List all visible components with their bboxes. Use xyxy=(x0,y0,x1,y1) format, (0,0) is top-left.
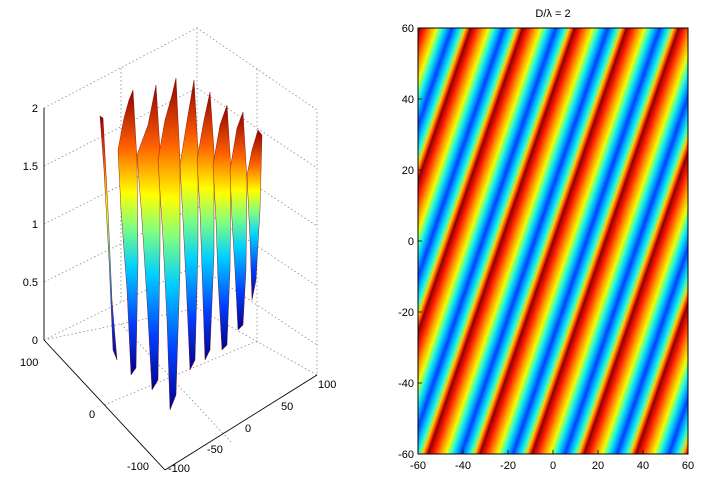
y-tick-label: 60 xyxy=(402,23,414,35)
y-tick-label: 20 xyxy=(402,165,414,177)
y-tick-label: -100 xyxy=(127,461,149,473)
z-ticks: 0 0.5 1 1.5 2 xyxy=(23,103,38,347)
x-tick-label: 100 xyxy=(318,379,336,391)
x-tick-label: -40 xyxy=(455,460,471,472)
surface-plot-3d: 0 0.5 1 1.5 2 100 0 -100 -100 -50 0 50 1… xyxy=(20,27,336,475)
x-ticks: -100 -50 0 50 100 xyxy=(168,379,336,475)
y-tick-label: 40 xyxy=(402,94,414,106)
x-tick-label: 0 xyxy=(550,460,556,472)
x-tick-label: 60 xyxy=(682,460,694,472)
x-tick-label: -60 xyxy=(410,460,426,472)
y-tick-label: -60 xyxy=(398,449,414,461)
surface xyxy=(99,77,263,411)
heatmap-plot: D/λ = 2 -60 -40 -20 0 20 40 60 6040200-20-40-6… xyxy=(398,8,694,472)
heatmap-fringes xyxy=(418,28,688,454)
heatmap-y-ticks: 60 40 20 0 -20 -40 -60 xyxy=(398,23,422,461)
x-tick-label: 40 xyxy=(637,460,649,472)
x-tick-label: -50 xyxy=(207,444,223,456)
x-tick-label: -100 xyxy=(168,463,190,475)
x-tick-label: 0 xyxy=(245,423,251,435)
z-tick-label: 0 xyxy=(32,335,38,347)
y-ticks: 100 0 -100 xyxy=(20,357,149,473)
z-tick-label: 2 xyxy=(32,103,38,115)
y-tick-label: 0 xyxy=(408,236,414,248)
heatmap-title: D/λ = 2 xyxy=(535,8,570,20)
axes-3d xyxy=(43,108,318,471)
y-tick-label: -20 xyxy=(398,307,414,319)
x-tick-label: -20 xyxy=(500,460,516,472)
z-tick-label: 0.5 xyxy=(23,277,38,289)
x-tick-label: 50 xyxy=(281,401,293,413)
y-tick-label: -40 xyxy=(398,378,414,390)
grid-3d xyxy=(43,27,318,443)
z-tick-label: 1 xyxy=(32,219,38,231)
y-tick-label: 100 xyxy=(20,357,38,369)
heatmap-x-ticks: -60 -40 -20 0 20 40 60 xyxy=(410,450,694,472)
z-tick-label: 1.5 xyxy=(23,161,38,173)
x-tick-label: 20 xyxy=(592,460,604,472)
y-tick-label: 0 xyxy=(89,409,95,421)
